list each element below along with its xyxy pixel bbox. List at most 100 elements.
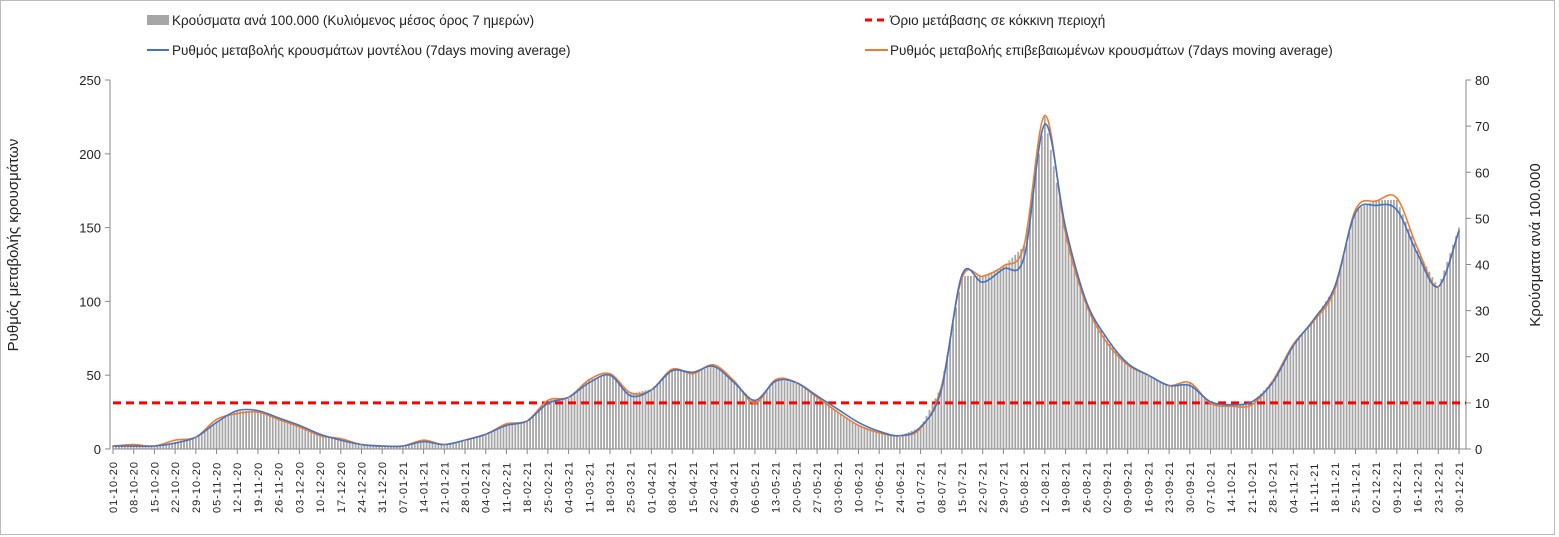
bar bbox=[825, 403, 827, 449]
bar bbox=[1067, 242, 1070, 449]
lines bbox=[112, 114, 1466, 448]
bar bbox=[440, 443, 443, 449]
bar bbox=[836, 412, 839, 449]
confirmed-point bbox=[1313, 319, 1315, 322]
bar bbox=[1029, 209, 1031, 449]
x-tick-label: 18-03-21 bbox=[605, 461, 617, 513]
bar bbox=[1070, 252, 1073, 449]
x-tick-label: 28-10-21 bbox=[1268, 461, 1280, 513]
bar bbox=[1242, 404, 1244, 449]
bar bbox=[390, 445, 392, 449]
bar bbox=[410, 443, 413, 449]
bar bbox=[1393, 199, 1395, 449]
bar bbox=[949, 339, 952, 449]
bar bbox=[1052, 166, 1055, 449]
bar bbox=[1268, 384, 1271, 449]
confirmed-point bbox=[1106, 341, 1108, 344]
x-tick-label: 16-12-21 bbox=[1413, 461, 1425, 513]
bar bbox=[434, 442, 437, 449]
confirmed-point bbox=[484, 433, 487, 436]
bar bbox=[141, 445, 144, 449]
bar bbox=[1097, 324, 1099, 449]
bar bbox=[1401, 214, 1404, 449]
bar bbox=[972, 276, 975, 449]
bar bbox=[1040, 135, 1043, 449]
confirmed-point bbox=[174, 439, 176, 441]
bar bbox=[739, 387, 742, 449]
bar bbox=[718, 369, 721, 449]
bar bbox=[1407, 228, 1410, 449]
bar bbox=[1221, 404, 1224, 449]
bar bbox=[526, 420, 529, 449]
y-right-tick-label: 0 bbox=[1475, 442, 1482, 457]
x-tick-label: 10-06-21 bbox=[853, 461, 865, 513]
confirmed-point bbox=[402, 445, 404, 447]
bar bbox=[221, 418, 224, 449]
bar bbox=[1076, 273, 1079, 449]
bar bbox=[467, 438, 469, 449]
bar bbox=[567, 396, 570, 449]
bar bbox=[1366, 204, 1369, 449]
bar bbox=[464, 439, 466, 449]
bar bbox=[499, 426, 502, 449]
bar bbox=[647, 389, 650, 449]
bar bbox=[875, 431, 878, 449]
bar bbox=[535, 411, 537, 449]
x-tick-label: 30-12-21 bbox=[1454, 461, 1466, 513]
model-point bbox=[1230, 403, 1233, 406]
bar bbox=[1162, 382, 1165, 449]
x-tick-label: 23-09-21 bbox=[1164, 461, 1176, 513]
bar bbox=[792, 382, 795, 449]
bar bbox=[197, 434, 200, 449]
x-tick-label: 01-07-21 bbox=[916, 461, 928, 513]
bar bbox=[632, 392, 635, 449]
bar bbox=[372, 445, 375, 449]
bar bbox=[934, 398, 937, 449]
x-tick-label: 23-12-21 bbox=[1433, 461, 1445, 513]
x-tick-label: 01-04-21 bbox=[646, 461, 658, 513]
bar bbox=[1437, 287, 1440, 449]
legend-bars-label: Κρούσματα ανά 100.000 (Κυλιόμενος μέσος … bbox=[172, 13, 534, 28]
bar bbox=[1458, 227, 1460, 449]
bar bbox=[416, 442, 419, 449]
bar bbox=[1017, 251, 1020, 449]
bar bbox=[866, 428, 869, 449]
bar bbox=[224, 416, 227, 449]
bar bbox=[215, 421, 218, 449]
confirmed-point bbox=[940, 386, 943, 388]
bar bbox=[475, 436, 478, 449]
confirmed-point bbox=[650, 389, 653, 391]
model-point bbox=[961, 274, 963, 276]
bar bbox=[890, 434, 892, 449]
bar bbox=[733, 381, 736, 449]
model-point bbox=[712, 365, 715, 368]
legend-model-label: Ρυθμός μεταβολής κρουσμάτων μοντέλου (7d… bbox=[172, 43, 571, 58]
bar bbox=[765, 389, 768, 449]
bar bbox=[1395, 199, 1398, 449]
bar bbox=[901, 434, 904, 449]
bar bbox=[964, 276, 966, 449]
y-right-tick-label: 60 bbox=[1475, 165, 1489, 180]
bar bbox=[1159, 380, 1162, 449]
bar bbox=[591, 378, 594, 449]
bar bbox=[319, 434, 321, 449]
bar bbox=[283, 420, 286, 449]
bar bbox=[851, 421, 854, 449]
model-point bbox=[505, 424, 508, 427]
bar bbox=[759, 396, 762, 449]
bar bbox=[413, 442, 416, 449]
model-point bbox=[319, 433, 321, 436]
axes: 0 50 100 150 200 250 0 10 20 30 40 50 60 70 80 01-10-20… bbox=[79, 73, 1489, 513]
bar bbox=[1248, 403, 1250, 449]
bar bbox=[1100, 330, 1102, 449]
confirmed-point bbox=[961, 276, 963, 279]
bar bbox=[1203, 397, 1206, 449]
bar bbox=[186, 439, 188, 449]
bar bbox=[248, 410, 250, 449]
bar bbox=[644, 390, 647, 449]
bar bbox=[396, 445, 398, 449]
bar bbox=[123, 445, 126, 449]
bar bbox=[1035, 172, 1037, 449]
bar bbox=[1446, 261, 1449, 449]
